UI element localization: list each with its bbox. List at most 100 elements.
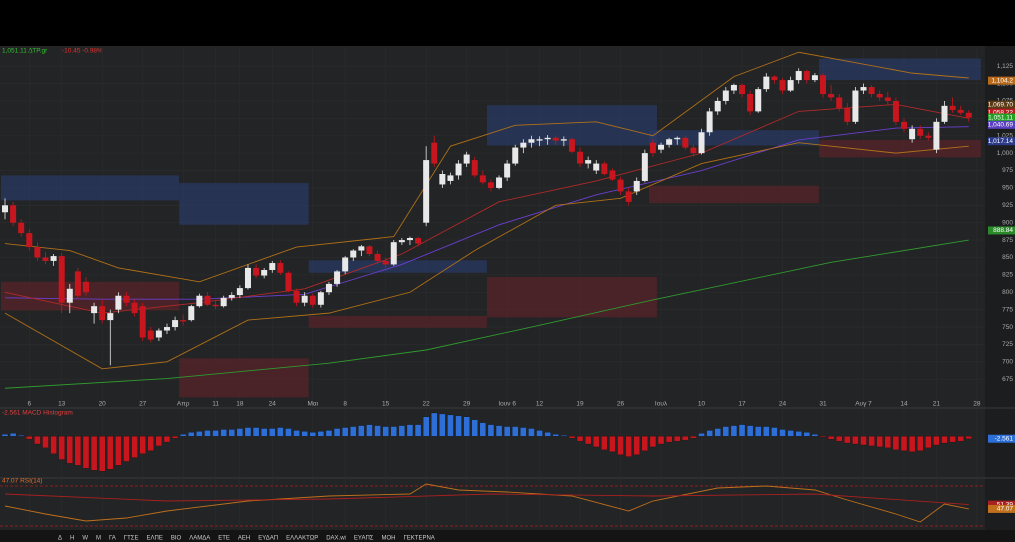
price-flag-label: 888.84 [993, 227, 1013, 234]
toolbar-item[interactable]: ΓΤΣΕ [124, 536, 139, 542]
histogram-bar [155, 436, 163, 447]
toolbar-item[interactable]: ΕΥΔΑΠ [258, 536, 278, 542]
candle-body [50, 256, 57, 261]
histogram-bar [811, 434, 819, 437]
candle-body [504, 163, 511, 178]
x-tick-label: 24 [779, 401, 787, 408]
histogram-bar [528, 428, 535, 437]
candle-body [641, 153, 648, 181]
candle-body [479, 175, 486, 183]
histogram-bar [771, 427, 778, 437]
histogram-bar [868, 436, 875, 447]
candle-body [10, 205, 17, 223]
candle-body [552, 137, 559, 141]
indicator-line [4, 103, 969, 314]
histogram-bar [576, 436, 584, 442]
candle-body [317, 292, 324, 305]
price-flag-label: 47.07 [997, 506, 1014, 513]
histogram-bar [844, 436, 851, 444]
candle-body [884, 97, 891, 101]
candle-body [787, 80, 794, 91]
candle-body [755, 89, 762, 112]
candle-body [674, 137, 681, 140]
toolbar-item[interactable]: ΛΑΜΔΑ [189, 536, 210, 542]
toolbar-item[interactable]: Η [70, 536, 74, 542]
y-tick-label: 675 [1002, 376, 1013, 383]
price-flag [988, 100, 1015, 109]
candle-body [244, 267, 251, 289]
toolbar-item[interactable]: W [82, 536, 88, 542]
histogram-bar [50, 436, 57, 454]
candle-body [374, 254, 381, 261]
plot: 675 700 725 750 775 800 825 850 875 900 925 950 975 1… [0, 51, 1015, 527]
candle-body [520, 142, 527, 148]
candle-body [350, 250, 357, 258]
toolbar-item[interactable]: Δ [58, 536, 62, 542]
indicator-line [4, 51, 969, 283]
toolbar-item[interactable]: ΜΟΗ [382, 536, 396, 542]
histogram-bar [787, 430, 794, 437]
candle-body [868, 87, 875, 94]
candle-body [706, 111, 713, 133]
histogram-bar [236, 428, 244, 437]
candle-body [585, 160, 592, 164]
candle-body [892, 100, 899, 122]
histogram-bar [431, 412, 438, 437]
candle-body [876, 94, 883, 98]
candle-body [609, 170, 616, 180]
candle-body [406, 238, 413, 241]
histogram-bar [309, 432, 316, 437]
candle-body [512, 147, 519, 164]
toolbar-item[interactable]: DAX.wi [326, 536, 346, 542]
histogram-bar [852, 436, 859, 445]
candle-body [739, 84, 746, 94]
candle-body [909, 128, 916, 140]
quote-change: -10.45 -0.98% [62, 48, 103, 55]
toolbar-item[interactable]: ΕΤΕ [218, 536, 230, 542]
histogram-bar [674, 436, 681, 442]
histogram-bar [1, 434, 9, 437]
toolbar-item[interactable]: ΑΕΗ [238, 536, 250, 542]
y-tick-label: 875 [1002, 237, 1013, 244]
toolbar-item[interactable]: ΕΛΛΑΚΤΩΡ [286, 536, 318, 542]
candle-body [188, 306, 195, 321]
histogram-bar [163, 436, 171, 443]
candle-body [496, 177, 503, 188]
toolbar-item[interactable]: ΓΑ [109, 536, 116, 542]
toolbar-item[interactable]: ΕΛΠΕ [146, 536, 162, 542]
histogram-bar [115, 436, 122, 466]
toolbar-item[interactable]: ΒΙΟ [171, 536, 182, 542]
candle-body [261, 270, 268, 276]
candle-body [471, 160, 478, 176]
toolbar-item[interactable]: ΕΥΑΠΣ [354, 536, 374, 542]
x-tick-label: 11 [212, 401, 219, 408]
histogram-bar [617, 436, 624, 455]
histogram-bar [131, 436, 138, 458]
price-flag-label: 1,017.14 [988, 138, 1014, 145]
histogram-bar [204, 430, 211, 437]
y-tick-label: 900 [1002, 219, 1013, 226]
histogram-bar [512, 426, 519, 437]
candle-body [58, 256, 65, 303]
histogram-bar [601, 436, 608, 450]
histogram-bar [520, 427, 527, 437]
candle-body [965, 112, 972, 118]
candle-body [714, 100, 721, 112]
panel-title: -2.561 MACD Histogram [2, 410, 73, 417]
y-tick-label: 775 [1002, 306, 1013, 313]
candle-body [722, 90, 729, 101]
histogram-bar [439, 413, 446, 437]
toolbar-item[interactable]: M [96, 536, 101, 542]
zone [179, 183, 309, 225]
histogram-bar [471, 419, 478, 437]
candle-body [212, 304, 219, 307]
candle-body [390, 242, 397, 265]
candle-body [301, 295, 308, 303]
candle-body [123, 295, 130, 303]
histogram-bar [900, 436, 908, 451]
price-flag [988, 434, 1015, 443]
indicator-line [4, 239, 969, 389]
toolbar-item[interactable]: ΓΕΚΤΕΡΝΑ [404, 536, 435, 542]
